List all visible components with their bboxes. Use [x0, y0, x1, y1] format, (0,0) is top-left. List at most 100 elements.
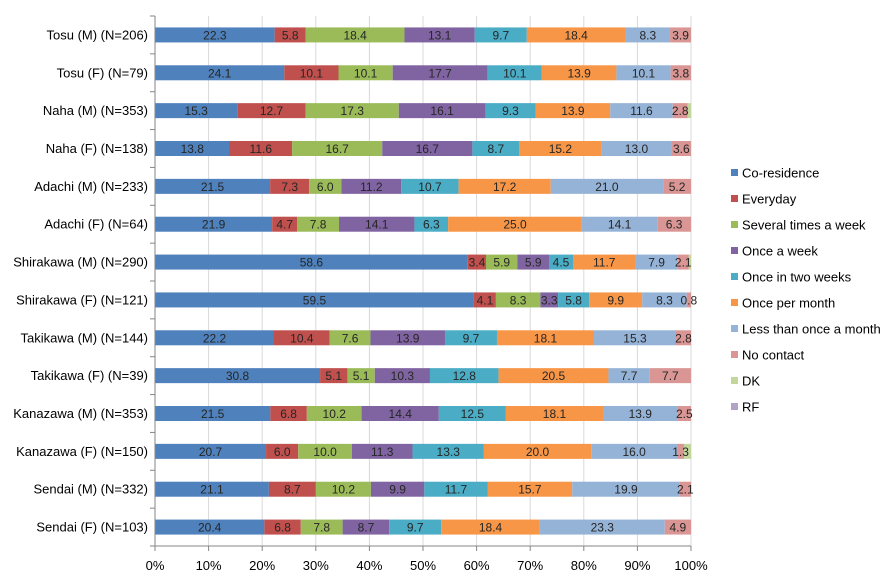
- data-label: 15.2: [549, 142, 573, 156]
- data-label: 8.7: [488, 142, 505, 156]
- data-label: 11.7: [593, 256, 616, 270]
- data-label: 23.3: [591, 521, 615, 535]
- bar-segment: [519, 141, 602, 156]
- bar-segment: [483, 443, 592, 459]
- bar-segment: [272, 216, 298, 232]
- data-label: 15.3: [184, 104, 208, 118]
- bar-segment: [540, 292, 559, 308]
- bars-layer: [155, 27, 691, 535]
- bar-segment: [155, 178, 271, 194]
- data-label: 6.8: [280, 407, 297, 421]
- bar-segment: [273, 330, 330, 346]
- bar-segment: [663, 178, 691, 194]
- bar-segment: [677, 406, 691, 421]
- bar-segment: [292, 141, 383, 156]
- bar-segment: [672, 103, 688, 119]
- bar-segment: [591, 443, 678, 459]
- data-label: 2.8: [675, 331, 692, 345]
- bar-segment: [687, 103, 691, 119]
- bar-segment: [485, 103, 536, 119]
- data-label: 9.7: [492, 28, 509, 42]
- axis-layer: 0% 10% 20% 30% 40% 50% 60% 70% 80% 90% 100% Tosu (M…: [13, 15, 708, 573]
- bar-segment: [429, 368, 499, 384]
- data-label: 3.6: [673, 142, 690, 156]
- bar-segment: [487, 481, 573, 497]
- bar-segment: [635, 254, 678, 270]
- x-tick-label: 70%: [517, 558, 543, 573]
- data-labels-layer: 22.3 5.8 18.4 13.1 9.7 18.4 8.3 3.9 24.1 10.1 10.1…: [181, 28, 698, 534]
- legend-swatch: [731, 247, 738, 254]
- data-label: 7.7: [662, 369, 679, 383]
- data-label: 14.1: [608, 218, 632, 232]
- bar-segment: [341, 178, 402, 194]
- data-label: 6.3: [423, 218, 440, 232]
- x-tick-label: 50%: [410, 558, 436, 573]
- bar-segment: [320, 368, 348, 384]
- data-label: 18.1: [543, 407, 567, 421]
- data-label: 13.9: [396, 331, 420, 345]
- y-category-label: Sendai (M) (N=332): [33, 482, 148, 497]
- y-category-label: Naha (F) (N=138): [46, 141, 148, 156]
- data-label: 6.0: [274, 445, 291, 459]
- bar-segment: [670, 65, 691, 81]
- y-category-label: Shirakawa (F) (N=121): [16, 292, 148, 307]
- legend-swatch: [731, 221, 738, 228]
- data-label: 21.5: [201, 180, 225, 194]
- data-label: 9.9: [389, 483, 406, 497]
- bar-segment: [268, 481, 316, 497]
- bar-segment: [351, 443, 413, 459]
- data-label: 25.0: [503, 218, 527, 232]
- data-label: 4.5: [553, 256, 570, 270]
- x-tick-label: 90%: [624, 558, 650, 573]
- bar-segment: [474, 27, 527, 43]
- bar-segment: [297, 216, 340, 232]
- bar-segment: [608, 368, 650, 384]
- bar-segment: [670, 27, 691, 43]
- bar-segment: [370, 330, 445, 346]
- bar-segment: [664, 519, 691, 535]
- legend-swatch: [731, 299, 738, 306]
- data-label: 5.1: [325, 369, 342, 383]
- bar-segment: [155, 103, 238, 119]
- data-label: 21.1: [200, 483, 224, 497]
- data-label: 16.1: [430, 104, 454, 118]
- bar-segment: [155, 292, 474, 308]
- data-label: 20.4: [198, 521, 222, 535]
- x-tick-label: 60%: [464, 558, 490, 573]
- data-label: 9.7: [463, 331, 480, 345]
- data-label: 5.9: [525, 256, 542, 270]
- data-label: 0.8: [681, 293, 698, 307]
- bar-segment: [155, 216, 273, 232]
- data-label: 10.7: [418, 180, 442, 194]
- data-label: 13.1: [428, 28, 452, 42]
- data-label: 11.2: [360, 180, 383, 194]
- bar-segment: [412, 443, 484, 459]
- y-category-label: Naha (M) (N=353): [43, 103, 148, 118]
- bar-segment: [539, 519, 665, 535]
- data-label: 22.3: [203, 28, 227, 42]
- legend-label: Once in two weeks: [742, 270, 852, 285]
- bar-segment: [616, 65, 671, 81]
- data-label: 3.4: [469, 256, 486, 270]
- bar-segment: [589, 292, 643, 308]
- y-category-label: Sendai (F) (N=103): [36, 520, 148, 535]
- data-label: 13.9: [629, 407, 653, 421]
- bar-segment: [688, 254, 691, 270]
- data-label: 5.9: [493, 256, 510, 270]
- data-label: 11.6: [630, 104, 653, 118]
- data-label: 14.4: [389, 407, 413, 421]
- bar-segment: [306, 406, 362, 421]
- legend-label: No contact: [742, 348, 805, 363]
- bar-segment: [548, 254, 574, 270]
- data-label: 12.5: [461, 407, 485, 421]
- bar-segment: [572, 481, 680, 497]
- data-label: 9.3: [502, 104, 519, 118]
- bar-segment: [472, 141, 520, 156]
- data-label: 12.7: [260, 104, 284, 118]
- bar-segment: [535, 103, 611, 119]
- data-label: 15.3: [623, 331, 647, 345]
- bar-segment: [610, 103, 673, 119]
- bar-segment: [382, 141, 473, 156]
- data-label: 4.9: [670, 521, 687, 535]
